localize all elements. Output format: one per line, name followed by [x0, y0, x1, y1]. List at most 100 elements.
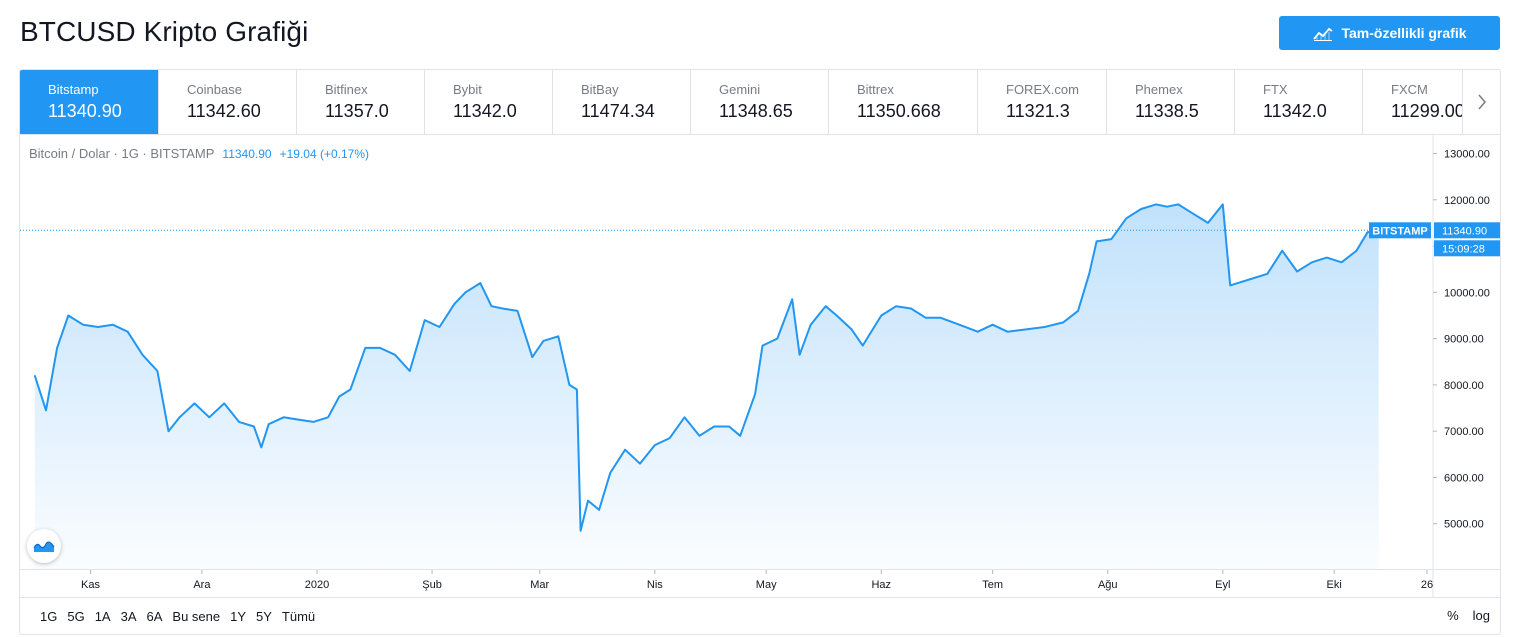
tab-bittrex[interactable]: Bittrex 11350.668: [829, 70, 978, 134]
range-button-ytd[interactable]: Bu sene: [172, 608, 221, 624]
price-data-point: [438, 326, 441, 328]
exchange-price: 11350.668: [857, 101, 941, 121]
full-featured-chart-label: Tam-özellikli grafik: [1341, 25, 1467, 41]
range-button-all[interactable]: Tümü: [281, 608, 316, 624]
price-data-point: [557, 335, 559, 337]
price-data-point: [851, 328, 853, 330]
x-tick-label: Ara: [193, 579, 211, 591]
x-tick-label: 26: [1421, 579, 1433, 591]
range-button-5g[interactable]: 5G: [67, 608, 85, 624]
range-button-3a[interactable]: 3A: [120, 608, 137, 624]
range-button-6a[interactable]: 6A: [146, 608, 163, 624]
price-data-point: [1140, 208, 1142, 210]
exchange-name: BitBay: [581, 82, 619, 97]
price-data-point: [791, 298, 793, 300]
range-button-1g[interactable]: 1G: [40, 608, 58, 624]
price-data-point: [379, 347, 381, 349]
price-data-point: [464, 291, 467, 293]
log-scale-button[interactable]: log: [1472, 608, 1490, 623]
tabs-scroll-right-button[interactable]: [1462, 70, 1500, 134]
price-data-point: [283, 416, 285, 418]
price-data-point: [1367, 231, 1369, 233]
countdown-label: 15:09:28: [1442, 243, 1485, 255]
price-data-point: [1281, 250, 1283, 252]
exchange-name: Bybit: [453, 82, 482, 97]
price-data-point: [1341, 261, 1343, 263]
price-data-point: [1166, 206, 1168, 208]
x-tick-label: Eki: [1327, 579, 1342, 591]
exchange-label-box: [1369, 222, 1431, 239]
tab-gemini[interactable]: Gemini 11348.65: [691, 70, 829, 134]
y-tick-label: 9000.00: [1444, 334, 1484, 346]
range-button-5y[interactable]: 5Y: [256, 608, 272, 624]
price-data-point: [327, 416, 329, 418]
price-data-point: [253, 425, 255, 428]
price-data-point: [453, 303, 455, 305]
tab-fxcm[interactable]: FXCM 11299.00: [1363, 70, 1500, 134]
exchange-tabs: Bitstamp 11340.90 Coinbase 11342.60 Bitf…: [20, 70, 1500, 135]
legend-last-price: 11340.90: [222, 147, 272, 161]
price-data-point: [1077, 310, 1079, 312]
percent-scale-button[interactable]: %: [1447, 608, 1459, 623]
price-data-point: [516, 310, 519, 312]
exchange-price: 11357.0: [325, 101, 389, 121]
range-button-1a[interactable]: 1A: [94, 608, 111, 624]
price-data-point: [754, 393, 756, 395]
range-button-1y[interactable]: 1Y: [230, 608, 247, 624]
price-data-point: [1251, 277, 1254, 280]
exchange-price: 11342.0: [1263, 101, 1327, 121]
price-data-point: [82, 324, 84, 326]
exchange-price: 11348.65: [719, 101, 793, 121]
x-tick-label: Kas: [81, 579, 100, 591]
price-data-point: [862, 345, 864, 347]
x-tick-label: Nis: [647, 579, 663, 591]
price-data-point: [97, 326, 99, 328]
price-data-point: [349, 388, 351, 391]
legend-change: +19.04 (+0.17%): [279, 147, 369, 161]
legend-symbol: Bitcoin / Dolar · 1G · BITSTAMP: [29, 146, 215, 161]
price-data-point: [810, 324, 812, 326]
tab-bitbay[interactable]: BitBay 11474.34: [553, 70, 691, 134]
price-data-point: [880, 314, 882, 317]
price-data-point: [598, 509, 600, 511]
price-data-point: [910, 307, 912, 310]
price-chart[interactable]: 13000.0012000.0011000.0010000.009000.008…: [20, 135, 1500, 597]
tab-forex-com[interactable]: FOREX.com 11321.3: [978, 70, 1107, 134]
tab-phemex[interactable]: Phemex 11338.5: [1107, 70, 1235, 134]
price-data-point: [624, 449, 626, 451]
exchange-name: FXCM: [1391, 82, 1428, 97]
price-data-point: [568, 384, 571, 386]
price-data-point: [669, 437, 671, 439]
price-data-point: [394, 354, 396, 356]
tab-bybit[interactable]: Bybit 11342.0: [425, 70, 553, 134]
price-data-point: [112, 324, 114, 326]
price-data-point: [728, 425, 730, 428]
chart-legend: Bitcoin / Dolar · 1G · BITSTAMP 11340.90…: [29, 146, 369, 161]
exchange-name: FTX: [1263, 82, 1288, 97]
tab-ftx[interactable]: FTX 11342.0: [1235, 70, 1363, 134]
full-featured-chart-button[interactable]: Tam-özellikli grafik: [1279, 16, 1500, 50]
tab-coinbase[interactable]: Coinbase 11342.60: [159, 70, 297, 134]
tab-bitstamp[interactable]: Bitstamp 11340.90: [20, 70, 159, 134]
price-data-point: [761, 345, 764, 347]
price-data-point: [1311, 261, 1313, 263]
price-data-point: [1044, 326, 1046, 328]
price-data-point: [268, 423, 270, 425]
exchange-name: Bitfinex: [325, 82, 368, 97]
price-data-point: [609, 472, 611, 474]
price-data-point: [639, 463, 641, 465]
price-data-point: [364, 347, 366, 349]
price-data-point: [56, 347, 58, 349]
price-data-point: [1025, 328, 1027, 330]
price-data-point: [1237, 282, 1239, 284]
y-tick-label: 7000.00: [1444, 426, 1484, 438]
price-data-point: [193, 402, 196, 404]
price-data-point: [1088, 273, 1090, 275]
price-data-point: [479, 282, 481, 284]
price-data-point: [1096, 240, 1098, 242]
x-tick-label: Eyl: [1215, 579, 1230, 591]
price-data-point: [260, 446, 262, 448]
tab-bitfinex[interactable]: Bitfinex 11357.0: [297, 70, 425, 134]
tradingview-logo-button[interactable]: [27, 529, 61, 563]
price-data-point: [223, 402, 225, 404]
